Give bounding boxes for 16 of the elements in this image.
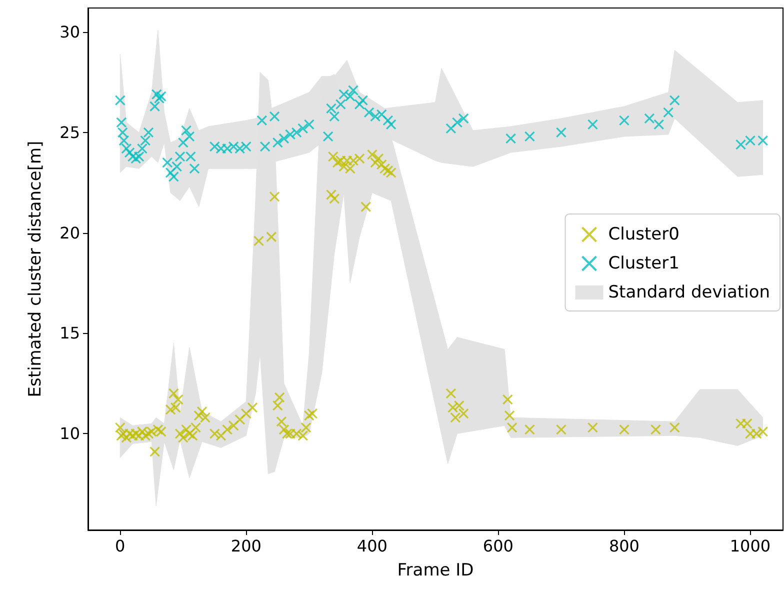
legend-label: Standard deviation [608,282,770,302]
y-tick-label: 15 [60,324,80,343]
x-tick-label: 800 [608,536,640,556]
x-tick-label: 0 [115,536,126,556]
y-tick-label: 20 [60,223,80,242]
x-tick-label: 200 [230,536,262,556]
legend-label: Cluster0 [608,224,680,244]
x-axis-title: Frame ID [397,560,474,580]
y-tick-label: 30 [60,22,80,42]
y-tick-label: 10 [60,424,80,444]
x-tick-label: 600 [482,536,514,556]
x-tick-label: 1000 [730,536,771,556]
x-tick-label: 400 [356,536,388,556]
legend-label: Cluster1 [608,254,680,274]
y-axis-title: Estimated cluster distance[m] [26,140,46,398]
y-tick-label: 25 [60,122,80,142]
